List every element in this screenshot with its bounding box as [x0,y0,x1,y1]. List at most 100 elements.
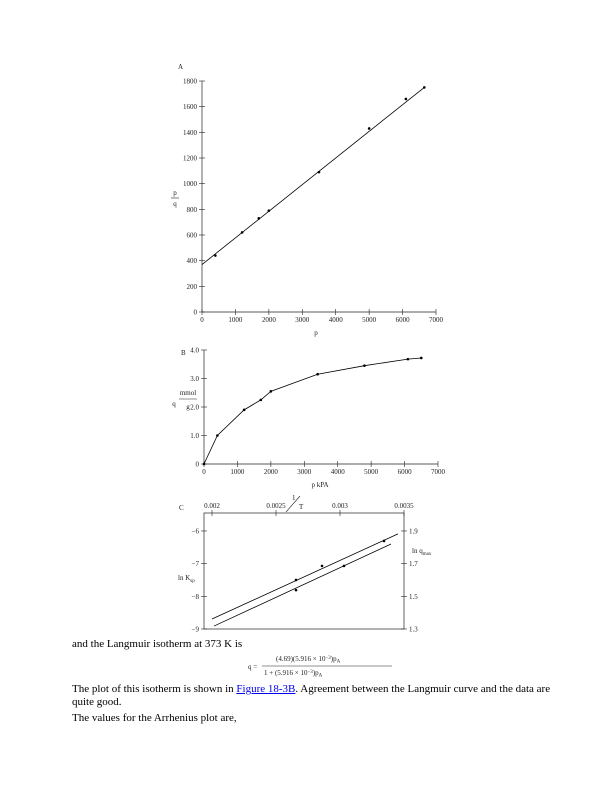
x-tick-label: 3000 [297,468,312,476]
data-point [242,408,246,412]
data-point [316,372,319,376]
y-tick-label: −8 [192,593,200,601]
panel-label: B [181,349,186,357]
x-tick-label: 4000 [331,468,346,476]
y2-tick-label: 1.7 [409,560,418,568]
y-tick-label: 800 [187,206,198,214]
y-label-numerator: mmol [180,389,196,397]
y2-tick-label: 1.9 [409,527,418,535]
x-tick-label: 0 [202,468,206,476]
y-tick-label: 1800 [183,78,198,86]
eq-exponent: −3 [325,656,331,661]
y2-tick-label: 1.3 [409,626,418,634]
intro-text: and the Langmuir isotherm at 373 K is [72,638,243,650]
panel-label: C [179,504,184,512]
y-tick-label: 1000 [183,180,198,188]
data-point [202,462,206,466]
data-point [320,564,324,568]
y-label-text: ln K [178,574,190,582]
y-label-symbol: q [172,400,176,408]
x-tick-label: 0.0035 [394,502,414,510]
y-tick-label: 400 [187,257,198,265]
closing-text: The values for the Arrhenius plot are, [72,712,237,724]
x-tick-label: 3000 [295,316,310,324]
x-tick-label: 1000 [230,468,245,476]
data-point [382,539,386,543]
text: . Agreement between the Langmuir curve a… [72,683,551,708]
y2-tick-label: 1.5 [409,593,418,601]
data-point [216,434,219,437]
x-label-denominator: T [299,503,304,511]
y-tick-label: 0 [194,309,198,317]
data-point [404,97,408,101]
data-point [269,390,273,393]
y-tick-label: 1.0 [190,432,199,440]
x-tick-label: 7000 [429,316,444,324]
fraction-slash [285,495,301,513]
data-point [294,578,298,582]
x-tick-label: 0.0025 [266,502,286,510]
data-point [363,364,366,367]
data-point [342,564,346,568]
y-label: ln Ksp [178,574,195,584]
x-tick-label: 4000 [329,316,344,324]
x-tick-label: 6000 [396,316,411,324]
x-label-numerator: 1 [292,494,296,502]
y-label-denominator: g [186,403,190,411]
eq-exponent: −3 [307,670,313,675]
eq-part: )p [313,669,319,677]
eq-part: )p [331,655,337,663]
paragraph: The plot of this isotherm is shown in Fi… [72,683,562,709]
eq-part: (4.69)(5.916 × 10 [276,655,326,663]
x-tick-label: 1000 [228,316,243,324]
y-tick-label: 4.0 [190,347,199,355]
equation-denominator: 1 + (5.916 × 10−3)pA [264,669,323,679]
equation-numerator: (4.69)(5.916 × 10−3)pA [276,655,341,665]
x-tick-label: 0.003 [332,502,348,510]
eq-part: 1 + (5.916 × 10 [264,669,308,677]
x-tick-label: 0.002 [204,502,220,510]
data-point [406,357,410,361]
y-label-subscript: sp [190,579,195,584]
y-tick-label: 1200 [183,155,198,163]
y-label-denominator: q [173,200,177,208]
y-tick-label: −7 [192,560,200,568]
series-line [203,357,422,465]
x-label: p [314,329,318,337]
x-tick-label: 0 [200,316,204,324]
series-line [211,533,399,620]
x-tick-label: 2000 [264,468,279,476]
data-point [367,127,371,130]
series-line [213,543,392,627]
x-tick-label: 7000 [431,468,446,476]
x-tick-label: 2000 [262,316,277,324]
series-line [201,87,425,265]
y2-label-subscript: max [423,552,432,557]
y-tick-label: 1600 [183,103,198,111]
x-tick-label: 5000 [362,316,377,324]
y2-label-text: ln q [412,547,423,555]
eq-subscript: A [337,660,341,665]
data-point [419,356,423,360]
data-point [259,398,263,402]
equation-lhs: q = [248,663,257,671]
figure-link[interactable]: Figure 18-3B [236,683,296,695]
y-tick-label: 1400 [183,129,198,137]
x-label: p kPA [311,481,328,489]
y-label-numerator: p [173,189,177,197]
y-tick-label: 2.0 [190,404,199,412]
plot-frame [203,512,405,630]
panel-label: A [178,63,183,71]
text: The plot of this isotherm is shown in [72,683,237,695]
data-point [294,588,298,592]
y-tick-label: 3.0 [190,375,199,383]
x-tick-label: 5000 [364,468,379,476]
x-tick-label: 6000 [398,468,413,476]
eq-subscript: A [319,674,323,679]
y-tick-label: −9 [192,626,200,634]
y-tick-label: 600 [187,232,198,240]
y-tick-label: −6 [192,527,200,535]
y-tick-label: 0 [196,461,200,469]
